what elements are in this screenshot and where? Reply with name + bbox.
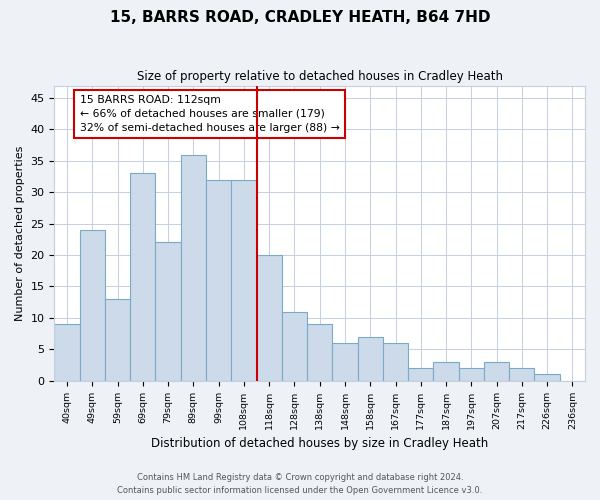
Title: Size of property relative to detached houses in Cradley Heath: Size of property relative to detached ho… [137,70,503,83]
Text: 15 BARRS ROAD: 112sqm
← 66% of detached houses are smaller (179)
32% of semi-det: 15 BARRS ROAD: 112sqm ← 66% of detached … [80,95,340,133]
Bar [155,242,181,380]
Bar [206,180,231,380]
Bar [231,180,257,380]
Bar [332,343,358,380]
Bar [535,374,560,380]
Text: Contains HM Land Registry data © Crown copyright and database right 2024.
Contai: Contains HM Land Registry data © Crown c… [118,474,482,495]
Bar [282,312,307,380]
Y-axis label: Number of detached properties: Number of detached properties [15,146,25,321]
Bar [105,299,130,380]
Bar [358,336,383,380]
Bar [257,255,282,380]
Bar [80,230,105,380]
Bar [408,368,433,380]
Bar [55,324,80,380]
Bar [383,343,408,380]
Bar [130,174,155,380]
X-axis label: Distribution of detached houses by size in Cradley Heath: Distribution of detached houses by size … [151,437,488,450]
Bar [307,324,332,380]
Bar [433,362,458,380]
Bar [458,368,484,380]
Text: 15, BARRS ROAD, CRADLEY HEATH, B64 7HD: 15, BARRS ROAD, CRADLEY HEATH, B64 7HD [110,10,490,25]
Bar [484,362,509,380]
Bar [509,368,535,380]
Bar [181,154,206,380]
